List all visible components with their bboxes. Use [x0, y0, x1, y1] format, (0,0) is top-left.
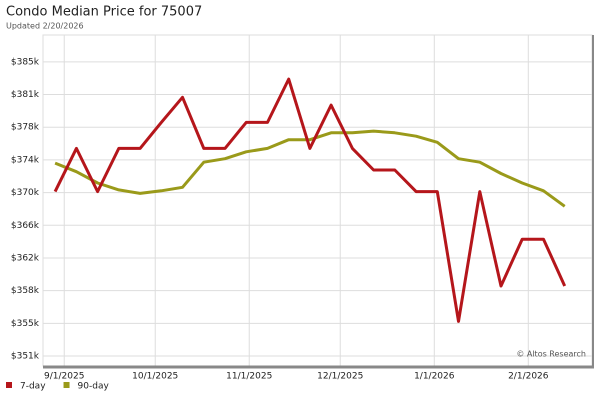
- y-tick-label: $378k: [11, 123, 40, 133]
- x-tick-label: 12/1/2025: [317, 372, 363, 382]
- x-tick-label: 9/1/2025: [44, 372, 84, 382]
- x-tick-label: 1/1/2026: [414, 372, 455, 382]
- legend-swatch: [63, 382, 70, 388]
- y-tick-label: $355k: [11, 319, 40, 329]
- chart-title: Condo Median Price for 75007: [6, 5, 202, 20]
- y-tick-label: $385k: [11, 57, 40, 67]
- legend-label: 90-day: [78, 382, 110, 392]
- y-tick-label: $358k: [11, 286, 40, 296]
- legend-label: 7-day: [20, 382, 46, 392]
- y-tick-label: $362k: [11, 253, 40, 263]
- x-tick-label: 10/1/2025: [132, 372, 178, 382]
- series-line: [53, 77, 567, 323]
- x-tick-label: 11/1/2025: [226, 372, 272, 382]
- y-tick-label: $381k: [11, 90, 40, 100]
- y-tick-label: $374k: [11, 155, 40, 165]
- annotation: © Altos Research: [516, 350, 586, 359]
- y-tick-label: $370k: [11, 188, 40, 198]
- y-tick-label: $351k: [11, 352, 40, 362]
- plot-area: [42, 34, 593, 367]
- chart-subtitle: Updated 2/20/2026: [6, 22, 84, 31]
- series-line: [54, 129, 566, 208]
- x-tick-label: 2/1/2026: [508, 372, 549, 382]
- legend-swatch: [6, 382, 12, 388]
- y-tick-label: $366k: [11, 221, 40, 231]
